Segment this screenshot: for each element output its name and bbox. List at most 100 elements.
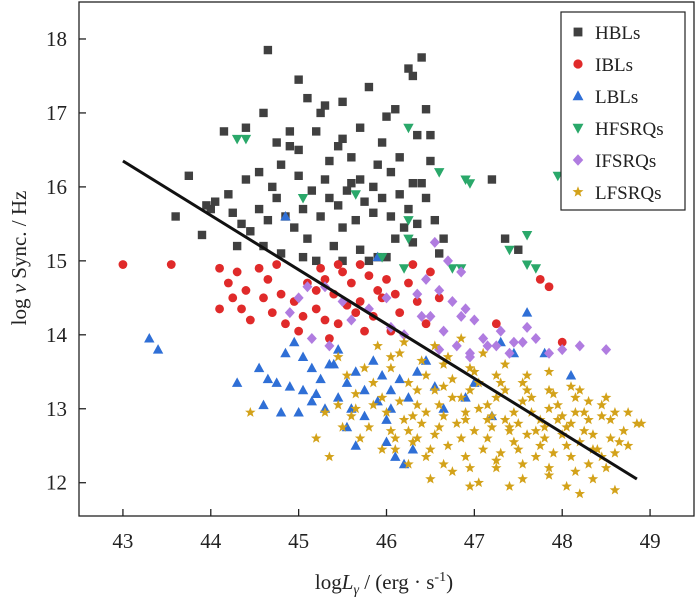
legend-marker-hbls xyxy=(573,27,583,37)
data-point-hbls xyxy=(377,193,387,203)
data-point-lfsrqs xyxy=(473,477,484,488)
data-point-lfsrqs xyxy=(600,392,612,403)
data-point-lfsrqs xyxy=(517,395,528,406)
data-point-lbls xyxy=(385,403,397,413)
data-point-ifsrqs xyxy=(306,333,317,345)
data-point-lfsrqs xyxy=(574,488,586,499)
data-point-ifsrqs xyxy=(381,292,392,304)
data-point-ibls xyxy=(404,278,413,288)
data-point-ifsrqs xyxy=(530,333,541,345)
data-point-lfsrqs xyxy=(543,366,555,377)
data-point-lbls xyxy=(297,351,309,361)
data-point-hfsrqs xyxy=(521,260,533,271)
legend: HBLs IBLs LBLs HFSRQs IFSRQs LFSRQs xyxy=(560,11,686,211)
data-point-lfsrqs xyxy=(574,436,586,447)
data-point-hbls xyxy=(298,252,308,262)
data-point-lfsrqs xyxy=(455,392,467,403)
data-point-lbls xyxy=(293,406,304,417)
data-point-ibls xyxy=(245,315,255,325)
data-point-lfsrqs xyxy=(341,369,353,380)
data-point-lfsrqs xyxy=(561,480,572,491)
data-point-lfsrqs xyxy=(385,425,397,436)
data-point-lfsrqs xyxy=(455,432,467,443)
data-point-hbls xyxy=(382,112,391,121)
data-point-ibls xyxy=(223,278,233,288)
data-point-ifsrqs xyxy=(469,314,480,326)
data-point-lfsrqs xyxy=(429,429,441,440)
data-point-lfsrqs xyxy=(513,443,524,454)
data-point-lfsrqs xyxy=(495,447,506,458)
legend-marker-lbls xyxy=(572,90,584,101)
data-point-lfsrqs xyxy=(363,421,375,432)
data-point-lfsrqs xyxy=(499,384,511,395)
data-point-ibls xyxy=(118,260,128,269)
data-point-lfsrqs xyxy=(376,443,388,454)
data-point-hbls xyxy=(404,64,413,73)
data-point-hbls xyxy=(276,249,286,258)
data-point-lfsrqs xyxy=(587,443,599,454)
data-point-lfsrqs xyxy=(565,418,577,428)
data-point-lfsrqs xyxy=(438,381,449,392)
data-point-lfsrqs xyxy=(605,432,616,443)
data-point-ibls xyxy=(316,263,326,273)
data-point-lbls xyxy=(262,373,274,384)
data-point-lfsrqs xyxy=(565,381,577,392)
data-point-ifsrqs xyxy=(504,347,515,359)
data-point-lbls xyxy=(306,362,318,373)
data-point-lbls xyxy=(350,440,361,450)
data-point-hbls xyxy=(413,219,422,229)
data-point-ibls xyxy=(421,319,431,329)
data-point-lfsrqs xyxy=(548,447,559,458)
data-point-hbls xyxy=(369,208,378,217)
data-point-lfsrqs xyxy=(570,466,581,477)
data-point-lfsrqs xyxy=(416,355,427,366)
legend-label-ibls: IBLs xyxy=(595,55,633,76)
data-point-hbls xyxy=(206,204,215,214)
x-tick-label: 48 xyxy=(552,529,573,553)
data-point-lfsrqs xyxy=(346,410,357,421)
data-point-lfsrqs xyxy=(398,336,410,347)
legend-marker-hfsrqs xyxy=(572,123,584,134)
data-point-hbls xyxy=(404,204,413,214)
data-point-lbls xyxy=(332,392,344,402)
data-point-ibls xyxy=(320,274,330,284)
data-point-ibls xyxy=(166,260,176,269)
data-point-lfsrqs xyxy=(543,462,555,473)
data-point-hbls xyxy=(408,71,418,81)
data-point-lfsrqs xyxy=(622,406,634,417)
data-point-hbls xyxy=(254,167,264,177)
data-point-ifsrqs xyxy=(574,340,585,352)
data-point-hbls xyxy=(303,93,312,103)
data-point-ibls xyxy=(535,274,545,284)
data-point-lfsrqs xyxy=(491,392,502,403)
data-point-hfsrqs xyxy=(521,230,533,241)
data-point-lbls xyxy=(341,377,353,387)
data-point-ibls xyxy=(544,282,554,292)
data-point-hfsrqs xyxy=(403,234,414,245)
data-point-hbls xyxy=(408,178,418,188)
data-point-ibls xyxy=(324,334,334,343)
data-point-lfsrqs xyxy=(420,406,432,417)
data-point-hfsrqs xyxy=(297,193,309,204)
data-point-hbls xyxy=(294,75,303,84)
data-point-hbls xyxy=(298,204,308,214)
series-lfsrqs xyxy=(245,333,647,499)
data-point-hbls xyxy=(487,175,497,184)
legend-label-lfsrqs: LFSRQs xyxy=(595,183,662,204)
data-point-hbls xyxy=(320,175,330,184)
data-point-ibls xyxy=(382,274,391,284)
data-point-hbls xyxy=(312,256,321,266)
fit-line xyxy=(122,159,638,481)
data-point-hbls xyxy=(232,241,242,251)
legend-box xyxy=(560,11,686,211)
data-point-lfsrqs xyxy=(609,447,621,458)
y-tick-label: 14 xyxy=(46,323,68,347)
data-point-lbls xyxy=(376,369,388,380)
data-point-lfsrqs xyxy=(565,451,577,462)
data-point-lfsrqs xyxy=(548,388,559,399)
data-point-lfsrqs xyxy=(354,432,366,443)
data-point-ibls xyxy=(333,319,343,329)
data-point-lfsrqs xyxy=(376,392,388,403)
data-point-lfsrqs xyxy=(332,351,344,362)
